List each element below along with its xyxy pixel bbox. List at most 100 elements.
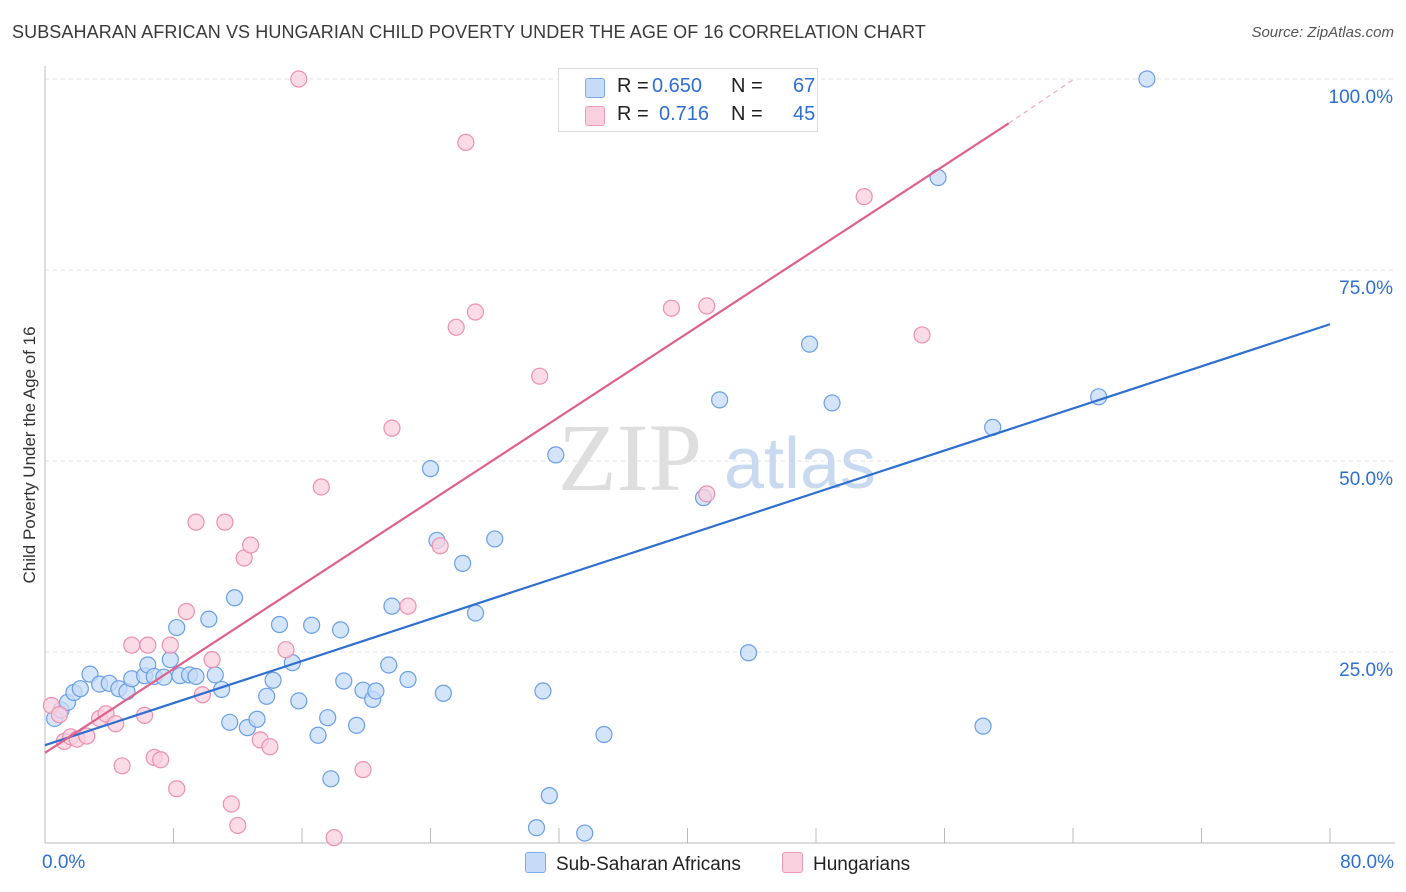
axes <box>44 66 1395 844</box>
point-subsaharan <box>823 394 841 412</box>
point-subsaharan <box>380 656 398 674</box>
y-tick-label: 75.0% <box>1339 278 1393 299</box>
y-tick-label: 50.0% <box>1339 469 1393 490</box>
series-label-subsaharan: Sub-Saharan Africans <box>556 854 741 875</box>
point-subsaharan <box>206 666 224 684</box>
watermark-atlas: atlas <box>724 424 876 504</box>
point-hungarian <box>290 70 308 88</box>
point-hungarian <box>354 761 372 779</box>
chart-title: SUBSAHARAN AFRICAN VS HUNGARIAN CHILD PO… <box>12 22 926 42</box>
point-subsaharan <box>421 460 440 478</box>
trend-line-subsaharan <box>44 323 1331 747</box>
point-subsaharan <box>466 604 485 622</box>
point-hungarian <box>152 751 170 769</box>
grid-lines <box>45 78 1395 653</box>
point-subsaharan <box>527 819 546 837</box>
point-subsaharan <box>303 616 321 634</box>
point-hungarian <box>139 636 157 654</box>
y-tick-label: 25.0% <box>1339 660 1393 681</box>
point-subsaharan <box>576 824 594 842</box>
point-subsaharan <box>348 716 366 734</box>
legend-n-label: N = <box>731 103 763 125</box>
point-hungarian <box>168 780 186 798</box>
legend-n-value: 45 <box>793 103 816 125</box>
point-hungarian <box>325 829 343 847</box>
point-hungarian <box>222 795 240 813</box>
trend-lines <box>44 79 1331 754</box>
point-subsaharan <box>534 682 552 700</box>
point-hungarian <box>698 297 716 315</box>
point-hungarian <box>466 303 485 321</box>
point-subsaharan <box>486 530 504 548</box>
point-hungarian <box>312 478 330 496</box>
series-swatch-hungarian <box>782 852 803 873</box>
point-hungarian <box>203 651 221 669</box>
point-hungarian <box>216 513 234 531</box>
legend-swatch-hungarian <box>585 106 605 126</box>
point-subsaharan <box>264 671 282 689</box>
point-hungarian <box>123 636 141 654</box>
series-legend-subsaharan: Sub-Saharan Africans <box>525 852 741 876</box>
point-subsaharan <box>335 672 353 690</box>
point-subsaharan <box>800 335 819 353</box>
point-subsaharan <box>711 391 729 409</box>
point-hungarian <box>447 318 465 336</box>
point-hungarian <box>177 602 195 621</box>
point-subsaharan <box>454 554 472 572</box>
point-subsaharan <box>161 651 179 669</box>
point-hungarian <box>242 536 260 554</box>
point-hungarian <box>399 597 417 615</box>
point-hungarian <box>187 513 205 531</box>
y-tick-label: 100.0% <box>1329 87 1394 108</box>
point-subsaharan <box>1138 70 1156 88</box>
point-subsaharan <box>383 597 401 615</box>
legend-r-label: R = <box>617 75 649 97</box>
series-label-hungarian: Hungarians <box>813 854 911 875</box>
y-axis-title: Child Poverty Under the Age of 16 <box>20 326 39 584</box>
point-subsaharan <box>309 726 327 744</box>
point-subsaharan <box>367 682 385 700</box>
x-tick-label-max: 80.0% <box>1340 852 1394 873</box>
point-subsaharan <box>399 670 417 689</box>
series-legend-hungarian: Hungarians <box>782 852 910 876</box>
point-hungarian <box>261 738 279 756</box>
point-hungarian <box>113 757 131 775</box>
point-hungarian <box>277 641 295 659</box>
trend-line-hungarian <box>44 122 1010 754</box>
point-hungarian <box>383 419 401 437</box>
point-subsaharan <box>595 725 613 744</box>
legend-r-label: R = <box>617 103 649 125</box>
legend-r-value: 0.650 <box>652 75 703 97</box>
legend-n-label: N = <box>731 75 763 97</box>
point-subsaharan <box>258 687 276 705</box>
legend-r-value: 0.716 <box>659 103 710 125</box>
series-swatch-subsaharan <box>525 852 546 873</box>
point-subsaharan <box>187 667 205 686</box>
point-subsaharan <box>200 610 218 628</box>
point-subsaharan <box>290 692 308 710</box>
point-subsaharan <box>434 684 452 702</box>
point-subsaharan <box>270 615 289 634</box>
point-hungarian <box>855 188 873 206</box>
point-subsaharan <box>71 680 89 698</box>
point-hungarian <box>431 537 449 555</box>
point-subsaharan <box>322 770 340 788</box>
watermark-zip: ZIP <box>558 404 702 511</box>
point-subsaharan <box>225 589 244 607</box>
source-credit: Source: ZipAtlas.com <box>1251 24 1394 41</box>
point-hungarian <box>662 299 681 317</box>
point-hungarian <box>531 367 549 385</box>
legend-swatch-subsaharan <box>585 78 605 98</box>
point-subsaharan <box>248 710 266 728</box>
point-hungarian <box>457 133 475 152</box>
data-points <box>42 70 1156 847</box>
point-subsaharan <box>540 787 558 805</box>
x-tick-label-min: 0.0% <box>42 852 86 873</box>
point-subsaharan <box>739 644 758 662</box>
point-hungarian <box>229 816 247 835</box>
point-subsaharan <box>974 717 992 735</box>
point-subsaharan <box>221 713 239 731</box>
point-hungarian <box>698 485 716 503</box>
point-hungarian <box>913 326 931 344</box>
point-hungarian <box>50 706 69 724</box>
